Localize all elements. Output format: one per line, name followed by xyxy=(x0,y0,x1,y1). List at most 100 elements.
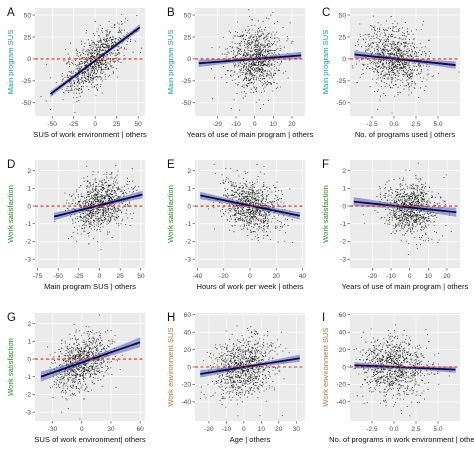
data-point xyxy=(100,59,102,61)
data-point xyxy=(261,34,263,36)
data-point xyxy=(390,53,392,55)
data-point xyxy=(104,217,106,219)
data-point xyxy=(260,91,263,93)
data-point xyxy=(253,213,255,215)
data-point xyxy=(248,15,250,18)
data-point xyxy=(371,62,373,64)
data-point xyxy=(227,208,229,210)
data-point xyxy=(262,215,264,218)
data-point xyxy=(83,215,85,217)
data-point xyxy=(95,69,97,71)
data-point xyxy=(107,190,109,192)
data-point xyxy=(106,221,108,223)
data-point xyxy=(107,187,109,189)
data-point xyxy=(98,64,100,67)
data-point xyxy=(252,54,254,57)
data-point xyxy=(116,207,118,209)
data-point xyxy=(100,60,102,62)
data-point xyxy=(102,201,104,203)
data-point xyxy=(84,203,86,205)
data-point xyxy=(244,52,246,54)
data-point xyxy=(389,43,391,45)
data-point xyxy=(121,191,123,193)
data-point xyxy=(249,66,251,69)
y-axis-label: Work satisfaction xyxy=(6,185,15,243)
data-point xyxy=(264,41,266,43)
data-point xyxy=(252,60,254,62)
data-point xyxy=(241,34,243,36)
data-point xyxy=(112,72,114,75)
data-point xyxy=(114,181,117,183)
data-point xyxy=(380,47,382,49)
data-point xyxy=(231,46,234,48)
data-point xyxy=(408,74,410,77)
data-point xyxy=(267,212,269,214)
data-point xyxy=(71,86,73,88)
data-point xyxy=(100,77,102,79)
data-point xyxy=(384,75,387,77)
data-point xyxy=(118,27,120,29)
data-point xyxy=(282,206,284,208)
data-point xyxy=(263,83,265,85)
data-point xyxy=(253,87,256,89)
data-point xyxy=(257,50,259,52)
data-point xyxy=(272,11,274,14)
data-point xyxy=(267,99,269,101)
data-point xyxy=(87,78,89,80)
data-point xyxy=(99,199,101,201)
data-point xyxy=(411,69,413,71)
data-point xyxy=(234,212,236,214)
data-point xyxy=(70,85,72,88)
data-point xyxy=(98,220,101,222)
data-point xyxy=(376,35,378,37)
data-point xyxy=(78,203,80,205)
data-point xyxy=(105,59,108,61)
data-point xyxy=(102,220,104,222)
data-point xyxy=(407,195,409,197)
data-point xyxy=(424,185,427,187)
data-point xyxy=(390,77,392,79)
data-point xyxy=(240,193,242,195)
data-point xyxy=(259,203,261,205)
data-point xyxy=(83,200,85,202)
data-point xyxy=(96,48,98,50)
data-point xyxy=(258,46,260,48)
data-point xyxy=(260,189,262,192)
data-point xyxy=(96,229,98,231)
data-point xyxy=(259,38,261,40)
data-point xyxy=(123,29,125,31)
data-point xyxy=(371,25,373,27)
data-point xyxy=(99,211,101,213)
data-point xyxy=(368,46,370,48)
data-point xyxy=(109,220,111,222)
data-point xyxy=(106,62,108,64)
data-point xyxy=(380,156,381,157)
data-point xyxy=(76,58,78,60)
data-point xyxy=(78,63,80,66)
data-point xyxy=(228,194,230,196)
data-point xyxy=(262,70,264,72)
data-point xyxy=(271,35,273,37)
data-point xyxy=(267,52,269,54)
data-point xyxy=(242,97,244,99)
data-point xyxy=(266,72,268,74)
data-point xyxy=(76,84,78,86)
data-point xyxy=(79,200,81,202)
data-point xyxy=(413,54,415,56)
data-point xyxy=(275,44,277,46)
data-point xyxy=(428,50,430,52)
data-point xyxy=(385,44,387,47)
data-point xyxy=(377,108,379,110)
data-point xyxy=(408,77,410,79)
data-point xyxy=(403,70,405,72)
data-point xyxy=(83,230,85,232)
data-point xyxy=(277,53,280,55)
data-point xyxy=(82,51,84,53)
data-point xyxy=(72,72,74,74)
data-point xyxy=(230,50,232,52)
data-point xyxy=(94,69,96,71)
data-point xyxy=(418,73,420,75)
data-point xyxy=(243,65,245,67)
data-point xyxy=(86,187,88,189)
data-point xyxy=(108,20,110,22)
